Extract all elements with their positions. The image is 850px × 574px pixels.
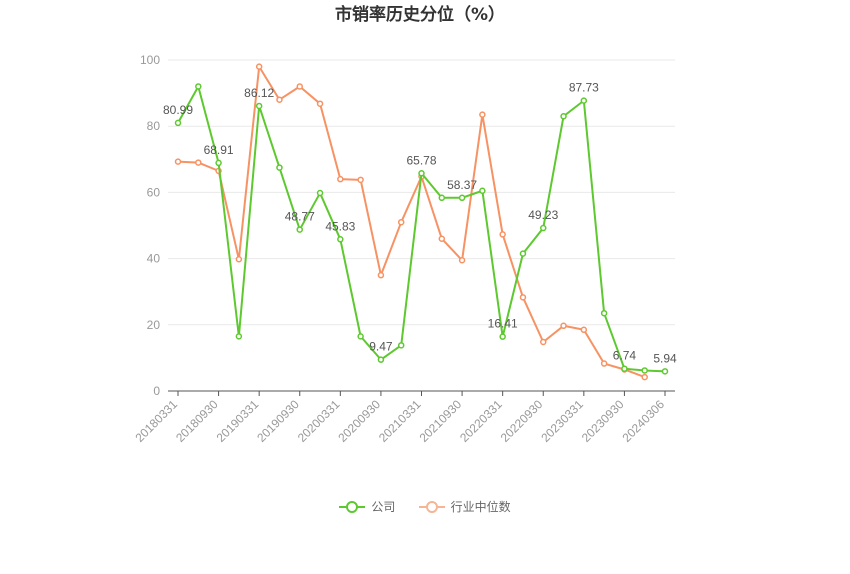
data-point[interactable] (600, 360, 608, 367)
data-point[interactable] (255, 63, 263, 70)
y-tick-label: 80 (147, 119, 161, 133)
series-layer (174, 63, 669, 381)
data-point[interactable] (235, 256, 243, 263)
data-point[interactable] (438, 235, 446, 242)
y-tick-label: 40 (147, 252, 161, 266)
legend-company-icon (339, 500, 366, 513)
data-label: 86.12 (244, 86, 274, 100)
legend-industry-icon (418, 500, 445, 513)
data-label: 48.77 (285, 210, 315, 224)
data-point[interactable] (316, 100, 324, 107)
chart-title: 市销率历史分位（%） (335, 4, 505, 25)
y-tick-label: 100 (140, 53, 160, 67)
data-point[interactable] (499, 333, 506, 340)
data-point[interactable] (337, 236, 344, 243)
x-tick-label: 20190930 (254, 397, 302, 445)
x-tick-label: 20180930 (173, 397, 221, 445)
y-tick-label: 0 (153, 384, 160, 398)
data-label: 45.83 (325, 219, 355, 233)
x-tick-label: 20220930 (498, 397, 546, 445)
x-tick-label: 20200331 (295, 397, 343, 445)
legend: 公司 行业中位数 (0, 498, 850, 517)
data-point[interactable] (641, 367, 648, 374)
data-point[interactable] (661, 368, 669, 375)
legend-item-company[interactable]: 公司 (339, 498, 395, 515)
data-point[interactable] (479, 111, 486, 118)
data-point[interactable] (316, 189, 324, 197)
legend-item-industry-median[interactable]: 行业中位数 (418, 498, 511, 515)
data-point[interactable] (296, 226, 303, 233)
data-label: 6.74 (613, 349, 637, 363)
data-point[interactable] (458, 194, 466, 202)
data-point[interactable] (377, 356, 385, 363)
x-tick-label: 20230331 (538, 397, 586, 445)
data-point[interactable] (357, 176, 364, 184)
data-point[interactable] (195, 83, 202, 90)
data-point[interactable] (397, 342, 405, 349)
data-label: 58.37 (447, 178, 477, 192)
x-tick-label: 20240306 (619, 397, 667, 445)
data-point[interactable] (174, 119, 182, 127)
data-point[interactable] (377, 271, 385, 279)
data-point[interactable] (641, 373, 648, 381)
data-point[interactable] (580, 97, 588, 104)
data-label: 68.91 (204, 143, 234, 157)
data-point[interactable] (195, 159, 202, 166)
data-point[interactable] (560, 322, 567, 330)
data-point[interactable] (499, 231, 506, 238)
y-axis: 0 20 40 60 80 100 (140, 53, 160, 398)
x-axis: 2018033120180930201903312019093020200331… (132, 390, 675, 445)
data-point[interactable] (580, 326, 588, 334)
series-line (177, 65, 646, 379)
data-label: 5.94 (653, 351, 677, 365)
data-point[interactable] (540, 338, 547, 346)
data-point[interactable] (438, 194, 446, 202)
data-point[interactable] (519, 250, 527, 257)
data-point[interactable] (296, 83, 303, 90)
data-label: 16.41 (488, 317, 518, 331)
data-point[interactable] (174, 158, 182, 165)
data-label: 65.78 (406, 153, 436, 167)
data-label: 80.99 (163, 103, 193, 117)
data-label: 49.23 (528, 208, 558, 222)
data-point[interactable] (418, 170, 425, 177)
y-tick-label: 20 (147, 318, 161, 332)
x-tick-label: 20220331 (457, 397, 505, 445)
data-label: 9.47 (369, 340, 393, 354)
x-tick-label: 20200930 (335, 397, 383, 445)
data-point[interactable] (276, 164, 283, 171)
data-point[interactable] (519, 294, 527, 301)
x-tick-label: 20230930 (579, 397, 627, 445)
x-tick-label: 20190331 (214, 397, 262, 445)
x-tick-label: 20180331 (132, 397, 180, 445)
data-point[interactable] (479, 187, 486, 194)
data-point[interactable] (560, 113, 567, 120)
legend-label-industry-median: 行业中位数 (450, 500, 511, 514)
legend-label-company: 公司 (371, 500, 396, 514)
data-point[interactable] (215, 159, 222, 167)
y-tick-label: 60 (147, 185, 161, 199)
data-point[interactable] (397, 218, 405, 226)
data-point[interactable] (235, 333, 243, 340)
data-point[interactable] (255, 102, 263, 110)
data-point[interactable] (621, 365, 628, 372)
data-point[interactable] (458, 257, 466, 264)
data-point[interactable] (600, 309, 608, 317)
data-point[interactable] (357, 333, 364, 340)
data-labels: 80.99 68.91 86.12 48.77 45.83 9.47 65.78 58.37 1… (163, 81, 677, 366)
x-tick-label: 20210930 (417, 397, 465, 445)
data-point[interactable] (337, 175, 344, 183)
data-point[interactable] (540, 224, 547, 232)
series-line (177, 85, 666, 373)
data-point[interactable] (276, 96, 283, 103)
data-label: 87.73 (569, 81, 599, 95)
x-tick-label: 20210331 (376, 397, 424, 445)
